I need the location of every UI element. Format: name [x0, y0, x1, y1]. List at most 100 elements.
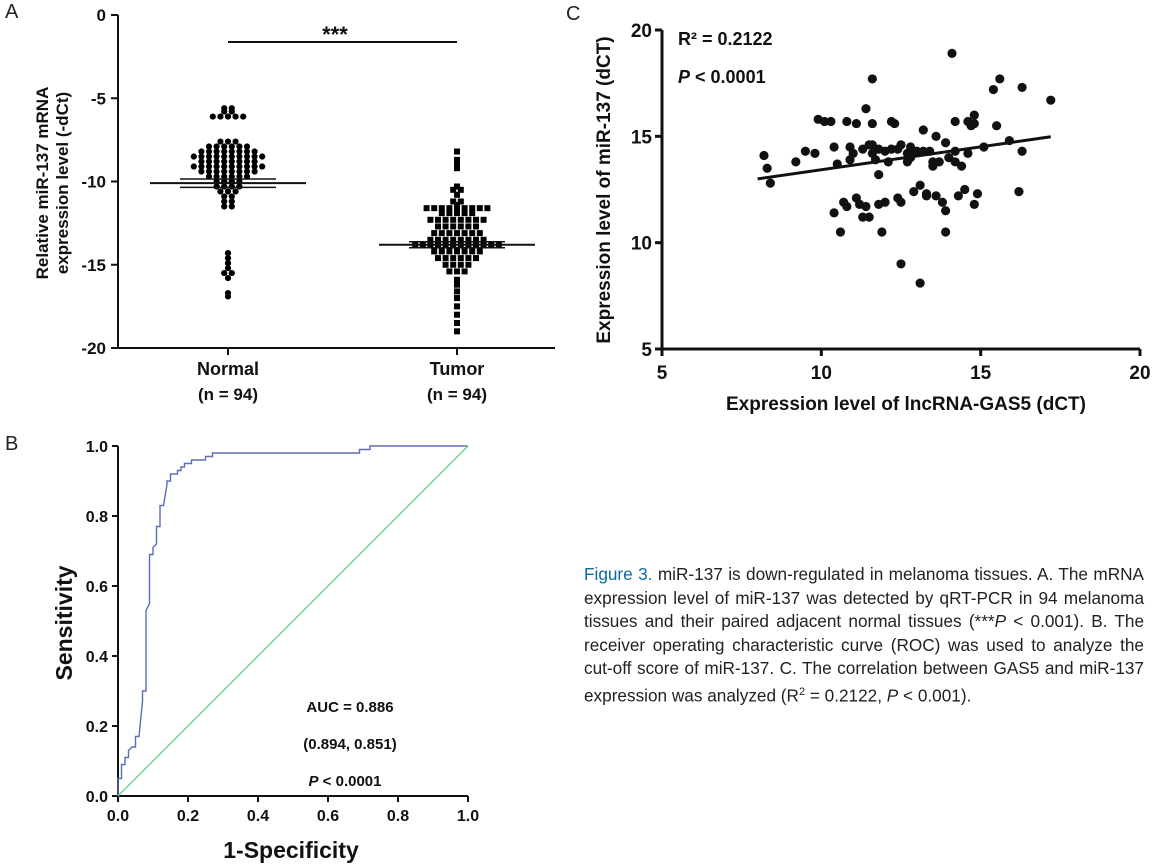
data-point-c	[835, 227, 846, 237]
data-point-tumor	[457, 255, 464, 262]
data-point-tumor	[450, 255, 457, 262]
x-tick-label-c: 15	[970, 363, 992, 384]
data-point-tumor	[446, 268, 453, 275]
data-point-normal	[217, 138, 224, 145]
data-point-tumor	[454, 320, 460, 327]
x-tick-label-b: 0.8	[387, 808, 409, 825]
x-tick-label-b: 1.0	[457, 808, 479, 825]
data-point-c	[896, 140, 906, 150]
data-point-normal	[213, 153, 220, 160]
data-point-normal	[236, 163, 243, 170]
data-point-normal	[224, 113, 232, 120]
data-point-tumor	[423, 205, 430, 212]
data-point-c	[931, 131, 941, 141]
data-point-normal	[243, 168, 251, 175]
data-point-tumor	[454, 230, 460, 237]
caption-heading: miR-137 is down-regulated in melanoma ti…	[657, 564, 1033, 584]
data-point-tumor	[450, 216, 457, 223]
x-tick-label-a: Normal	[197, 359, 259, 379]
data-point-c	[950, 116, 960, 127]
data-point-tumor	[454, 281, 460, 288]
data-point-normal	[228, 148, 235, 155]
data-point-c	[941, 227, 951, 237]
data-point-normal	[205, 158, 213, 165]
x-tick-n-label-a: (n = 94)	[198, 385, 258, 404]
y-tick-label-b: 0.4	[86, 649, 108, 666]
data-point-tumor	[469, 210, 476, 217]
data-point-tumor	[454, 165, 460, 172]
data-point-normal	[221, 173, 228, 180]
data-point-tumor	[442, 261, 449, 268]
data-point-normal	[236, 143, 243, 150]
data-point-tumor	[457, 198, 464, 205]
x-axis-title-c: Expression level of lncRNA-GAS5 (dCT)	[726, 394, 1086, 415]
data-point-tumor	[457, 216, 464, 223]
data-point-normal	[221, 163, 228, 170]
data-point-normal	[251, 153, 258, 160]
data-point-c	[941, 206, 951, 216]
data-point-tumor	[442, 255, 449, 262]
panel-b-lines	[117, 445, 469, 797]
panel-a-axes: 0 -5 -10 -15 -20 Normal (n = 94) Tumor (n = 94)	[81, 6, 555, 404]
data-point-normal	[224, 264, 232, 272]
x-tick-label-c: 5	[657, 363, 668, 384]
data-point-c	[992, 121, 1002, 131]
data-point-normal	[251, 148, 258, 155]
data-point-c	[880, 197, 890, 207]
data-point-normal	[224, 259, 232, 267]
data-point-tumor	[465, 255, 472, 262]
data-point-c	[912, 146, 922, 156]
data-point-c	[765, 178, 775, 188]
data-point-normal	[221, 193, 228, 200]
data-point-normal	[221, 168, 228, 175]
y-tick-label-a: -5	[91, 89, 106, 108]
panel-b-chart: 0.0 0.0 0.2 0.2 0.4 0.4 0.6 0.6 0.8 0.8 1.0 1.0 1-S…	[51, 439, 479, 863]
panel-label-c: C	[566, 3, 581, 25]
data-point-c	[934, 157, 944, 167]
caption-text-3: = 0.2122,	[805, 685, 887, 706]
data-point-tumor	[442, 216, 449, 223]
roc-curve-line	[117, 445, 468, 796]
data-point-c	[896, 197, 906, 207]
y-tick-label-b: 1.0	[86, 439, 108, 456]
data-point-tumor	[457, 223, 464, 230]
data-point-normal	[228, 158, 235, 165]
data-point-c	[1014, 187, 1024, 197]
data-point-c	[937, 197, 948, 207]
caption-p-2: P	[886, 685, 899, 706]
y-axis-title-a-line2: expression level (-dCt)	[53, 92, 72, 274]
regression-line	[757, 135, 1051, 181]
data-point-tumor	[454, 210, 460, 217]
y-tick-label-a: -15	[81, 256, 106, 275]
data-point-tumor	[465, 216, 472, 223]
data-point-tumor	[427, 216, 434, 223]
data-point-tumor	[435, 216, 441, 223]
data-point-c	[819, 116, 830, 127]
panel-b-axes: 0.0 0.0 0.2 0.2 0.4 0.4 0.6 0.6 0.8 0.8 1.0 1.0	[86, 439, 479, 825]
data-point-tumor	[457, 261, 464, 268]
data-point-normal	[228, 203, 235, 210]
data-point-normal	[251, 163, 258, 170]
data-point-normal	[228, 108, 235, 115]
data-point-tumor	[442, 236, 449, 243]
data-point-tumor	[454, 248, 460, 255]
data-point-tumor	[469, 230, 476, 237]
data-point-tumor	[473, 223, 479, 230]
data-point-tumor	[454, 295, 460, 302]
data-point-c	[1017, 146, 1027, 156]
data-point-c	[829, 142, 839, 152]
data-point-c	[960, 184, 970, 195]
data-point-c	[877, 227, 887, 237]
data-point-c	[762, 163, 772, 173]
data-point-tumor	[427, 236, 434, 243]
data-point-tumor	[450, 223, 457, 230]
data-point-normal	[217, 188, 224, 195]
data-point-c	[969, 110, 979, 120]
data-point-c	[886, 144, 897, 154]
data-point-normal	[259, 163, 266, 170]
data-point-normal	[240, 113, 247, 120]
data-point-tumor	[450, 198, 457, 205]
data-point-normal	[236, 173, 243, 180]
data-point-normal	[243, 163, 251, 170]
